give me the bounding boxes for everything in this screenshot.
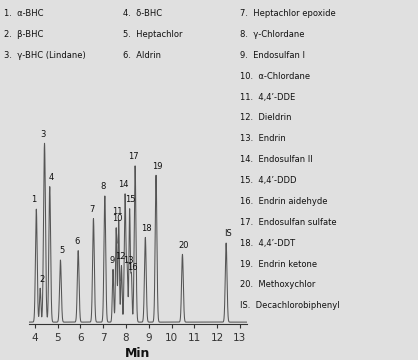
Text: 1.  α-BHC: 1. α-BHC bbox=[4, 9, 43, 18]
Text: 13.  Endrin: 13. Endrin bbox=[240, 134, 286, 143]
Text: 18: 18 bbox=[141, 224, 152, 233]
X-axis label: Min: Min bbox=[125, 347, 150, 360]
Text: 6.  Aldrin: 6. Aldrin bbox=[123, 51, 161, 60]
Text: 4: 4 bbox=[48, 173, 54, 182]
Text: 15.  4,4’-DDD: 15. 4,4’-DDD bbox=[240, 176, 297, 185]
Text: 4.  δ-BHC: 4. δ-BHC bbox=[123, 9, 163, 18]
Text: 17.  Endosulfan sulfate: 17. Endosulfan sulfate bbox=[240, 218, 337, 227]
Text: 7.  Heptachlor epoxide: 7. Heptachlor epoxide bbox=[240, 9, 336, 18]
Text: 11.  4,4’-DDE: 11. 4,4’-DDE bbox=[240, 93, 296, 102]
Text: 6: 6 bbox=[74, 237, 79, 246]
Text: 3: 3 bbox=[40, 130, 46, 139]
Text: 5.  Heptachlor: 5. Heptachlor bbox=[123, 30, 183, 39]
Text: 12: 12 bbox=[115, 252, 125, 261]
Text: 8: 8 bbox=[101, 182, 106, 191]
Text: 15: 15 bbox=[125, 195, 136, 204]
Text: 10: 10 bbox=[112, 214, 122, 223]
Text: 9: 9 bbox=[109, 256, 114, 265]
Text: 14: 14 bbox=[118, 180, 129, 189]
Text: 3.  γ-BHC (Lindane): 3. γ-BHC (Lindane) bbox=[4, 51, 86, 60]
Text: 1: 1 bbox=[31, 195, 37, 204]
Text: 10.  α-Chlordane: 10. α-Chlordane bbox=[240, 72, 311, 81]
Text: 7: 7 bbox=[89, 205, 94, 214]
Text: IS: IS bbox=[224, 229, 232, 238]
Text: IS.  Decachlorobiphenyl: IS. Decachlorobiphenyl bbox=[240, 301, 340, 310]
Text: 19: 19 bbox=[152, 162, 163, 171]
Text: 2: 2 bbox=[39, 275, 44, 284]
Text: 20.  Methoxychlor: 20. Methoxychlor bbox=[240, 280, 316, 289]
Text: 20: 20 bbox=[178, 240, 189, 249]
Text: 13: 13 bbox=[123, 256, 134, 265]
Text: 5: 5 bbox=[59, 246, 64, 255]
Text: 16.  Endrin aidehyde: 16. Endrin aidehyde bbox=[240, 197, 328, 206]
Text: 9.  Endosulfan I: 9. Endosulfan I bbox=[240, 51, 306, 60]
Text: 17: 17 bbox=[128, 152, 139, 161]
Text: 16: 16 bbox=[127, 263, 138, 272]
Text: 18.  4,4’-DDT: 18. 4,4’-DDT bbox=[240, 239, 296, 248]
Text: 14.  Endosulfan II: 14. Endosulfan II bbox=[240, 155, 313, 164]
Text: 12.  Dieldrin: 12. Dieldrin bbox=[240, 113, 292, 122]
Text: 8.  γ-Chlordane: 8. γ-Chlordane bbox=[240, 30, 305, 39]
Text: 19.  Endrin ketone: 19. Endrin ketone bbox=[240, 260, 318, 269]
Text: 2.  β-BHC: 2. β-BHC bbox=[4, 30, 43, 39]
Text: 11: 11 bbox=[112, 207, 122, 216]
